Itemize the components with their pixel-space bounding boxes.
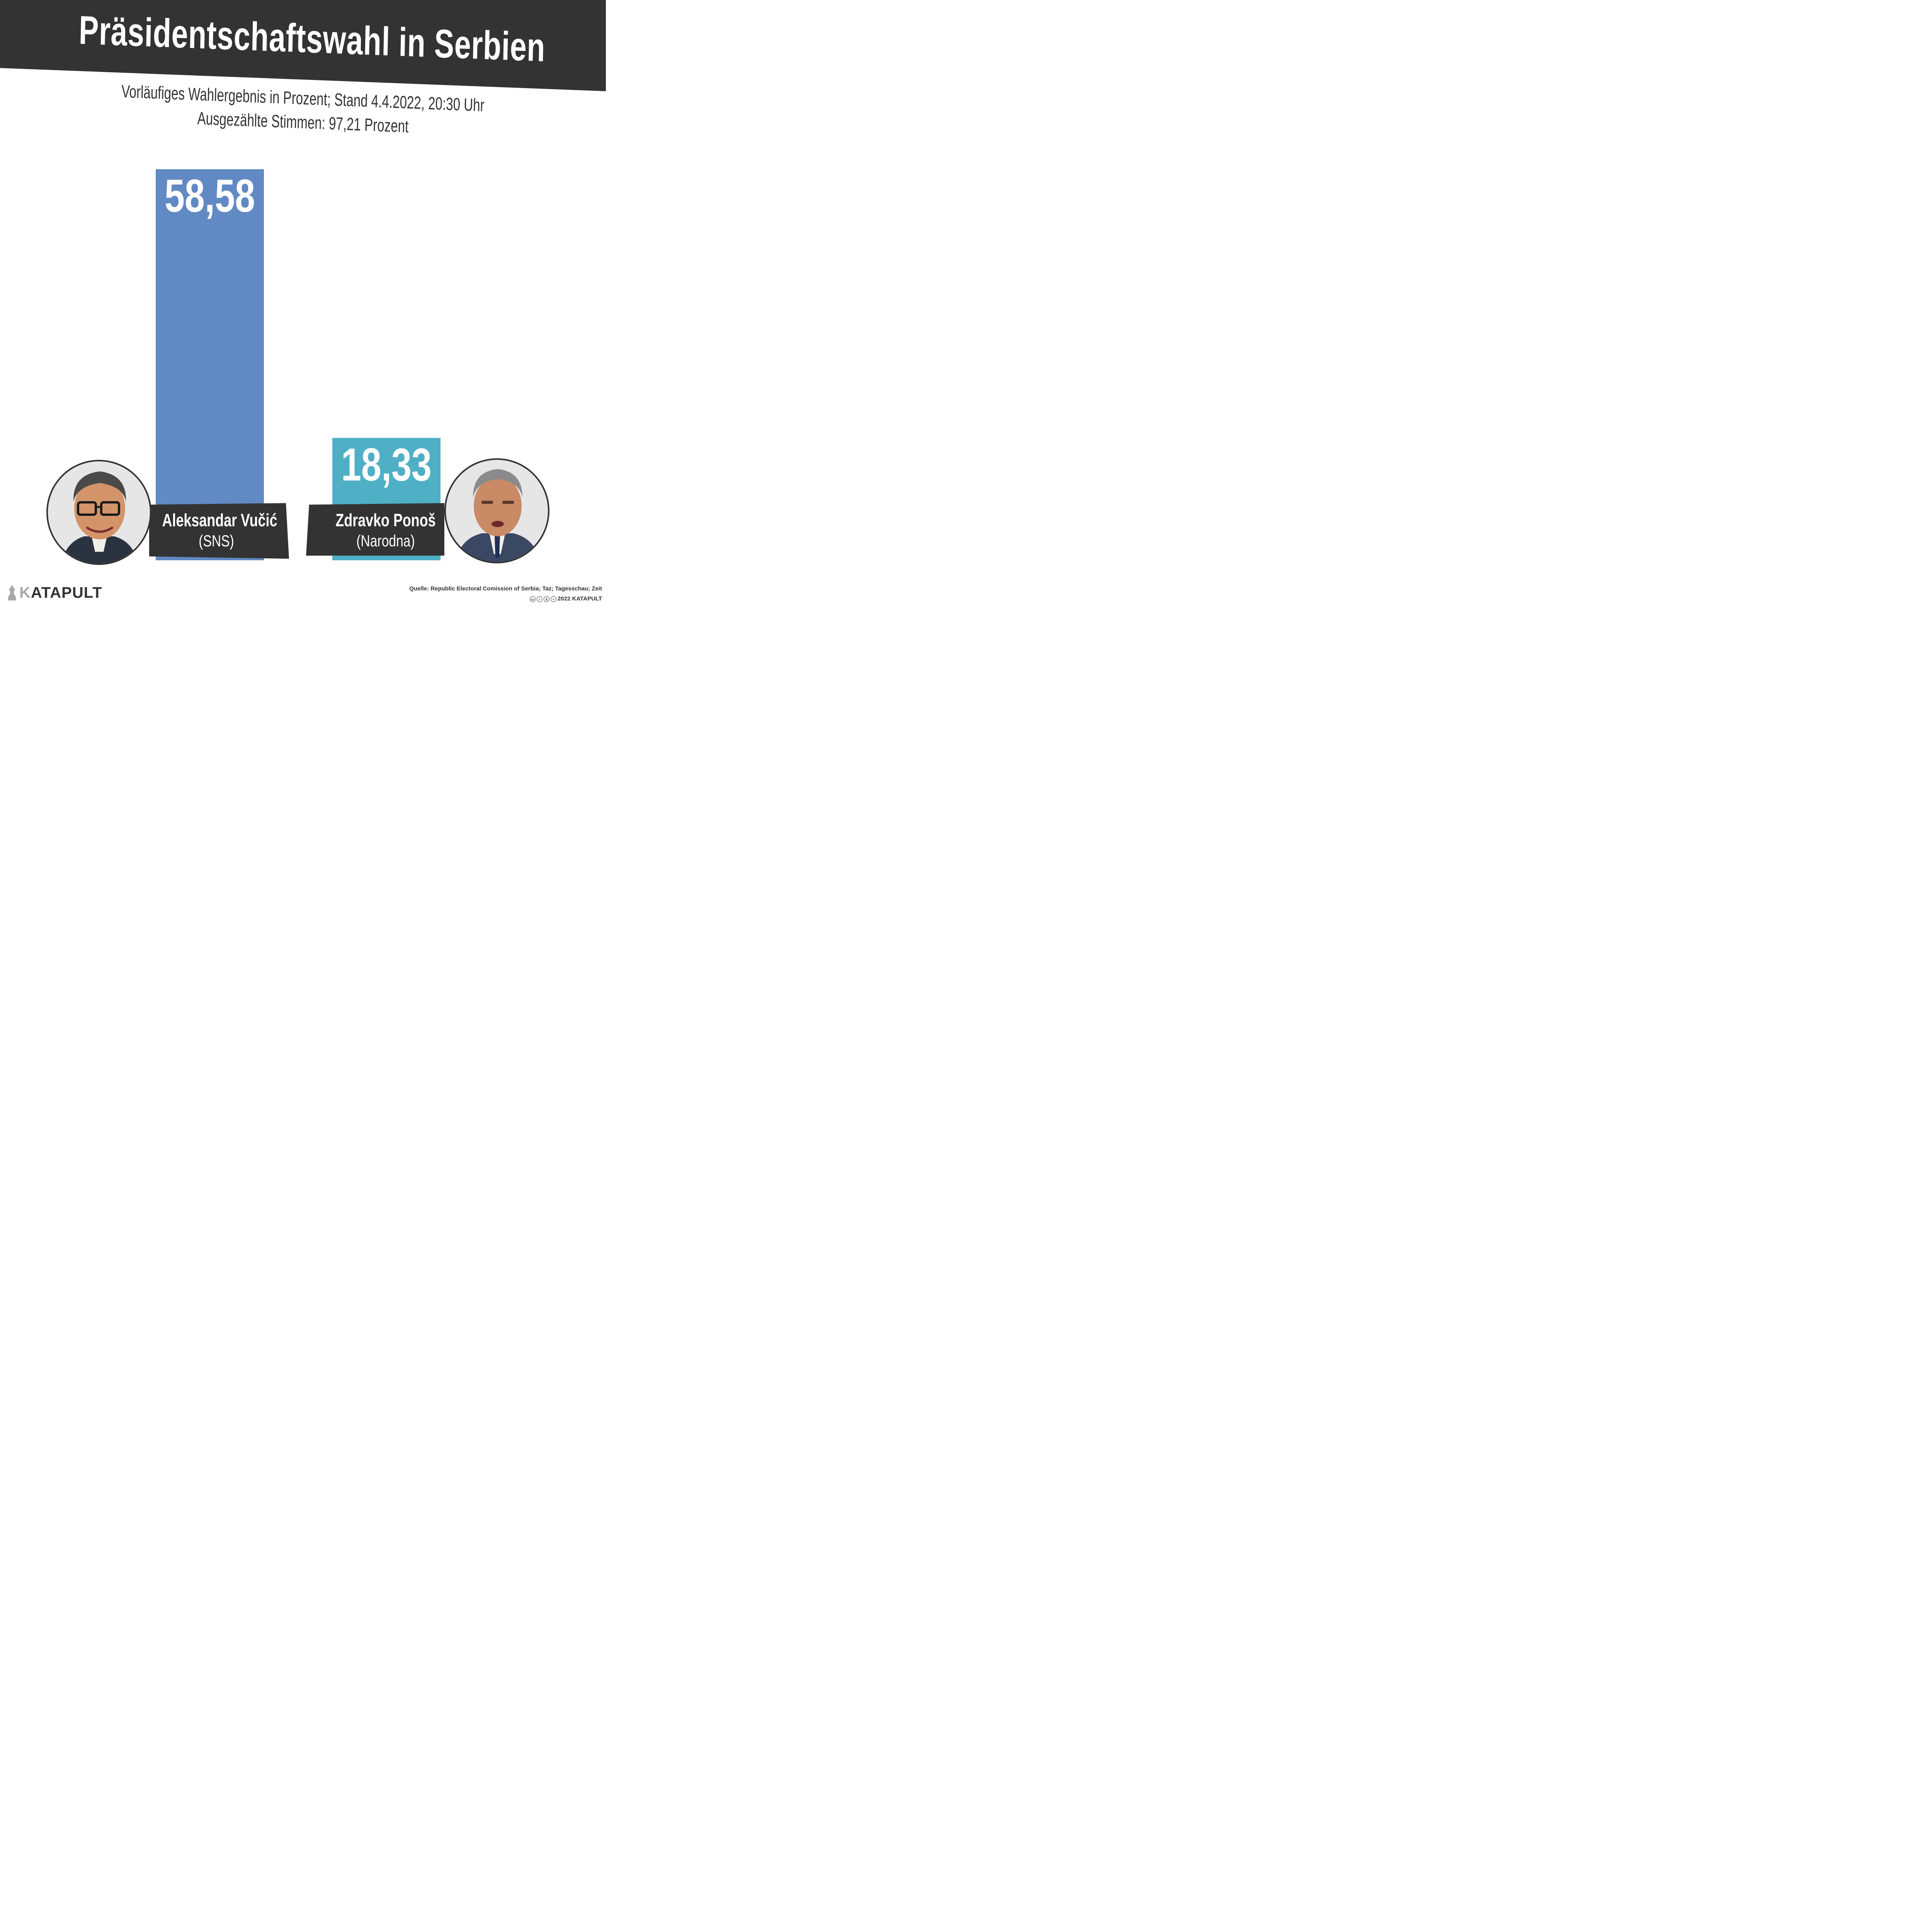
copyright-text: 2022 KATAPULT <box>557 595 602 602</box>
candidate-name-ponos: Zdravko Ponoš <box>335 510 436 530</box>
nd-icon: = <box>550 596 556 602</box>
label-box-bg-vucic <box>149 503 289 559</box>
label-box-vucic: Aleksandar Vučić (SNS) <box>147 509 286 551</box>
by-icon: i <box>536 596 543 602</box>
source-note: Quelle: Republic Electoral Comission of … <box>409 585 602 592</box>
bar-value-label-vucic: 58,58 <box>165 170 255 222</box>
infographic: Präsidentschaftswahl in Serbien Vorläufi… <box>0 0 606 606</box>
logo-k: K <box>19 584 31 601</box>
label-box-bg-ponos <box>306 503 444 556</box>
label-box-ponos: Zdravko Ponoš (Narodna) <box>316 509 455 551</box>
title-banner-shape <box>0 0 606 91</box>
bar-chart: 58,58 18,33 <box>149 169 444 560</box>
portrait-ponos <box>444 458 549 563</box>
candidate-party-ponos: (Narodna) <box>356 532 415 550</box>
cc-icon: cc <box>529 596 536 602</box>
copyright-line: cc i $ = 2022 KATAPULT <box>529 595 602 603</box>
rocket-icon <box>8 585 16 600</box>
logo-text: KATAPULT <box>19 584 102 601</box>
nc-icon: $ <box>543 596 549 602</box>
candidate-name-vucic: Aleksandar Vučić <box>162 510 277 530</box>
bar-value-label-ponos: 18,33 <box>341 439 432 490</box>
bar-vucic <box>156 169 264 560</box>
candidate-party-vucic: (SNS) <box>199 532 234 550</box>
portrait-vucic <box>46 460 151 565</box>
stage: Präsidentschaftswahl in Serbien Vorläufi… <box>0 0 606 606</box>
logo-rest: ATAPULT <box>31 584 102 601</box>
title-banner <box>0 0 606 91</box>
